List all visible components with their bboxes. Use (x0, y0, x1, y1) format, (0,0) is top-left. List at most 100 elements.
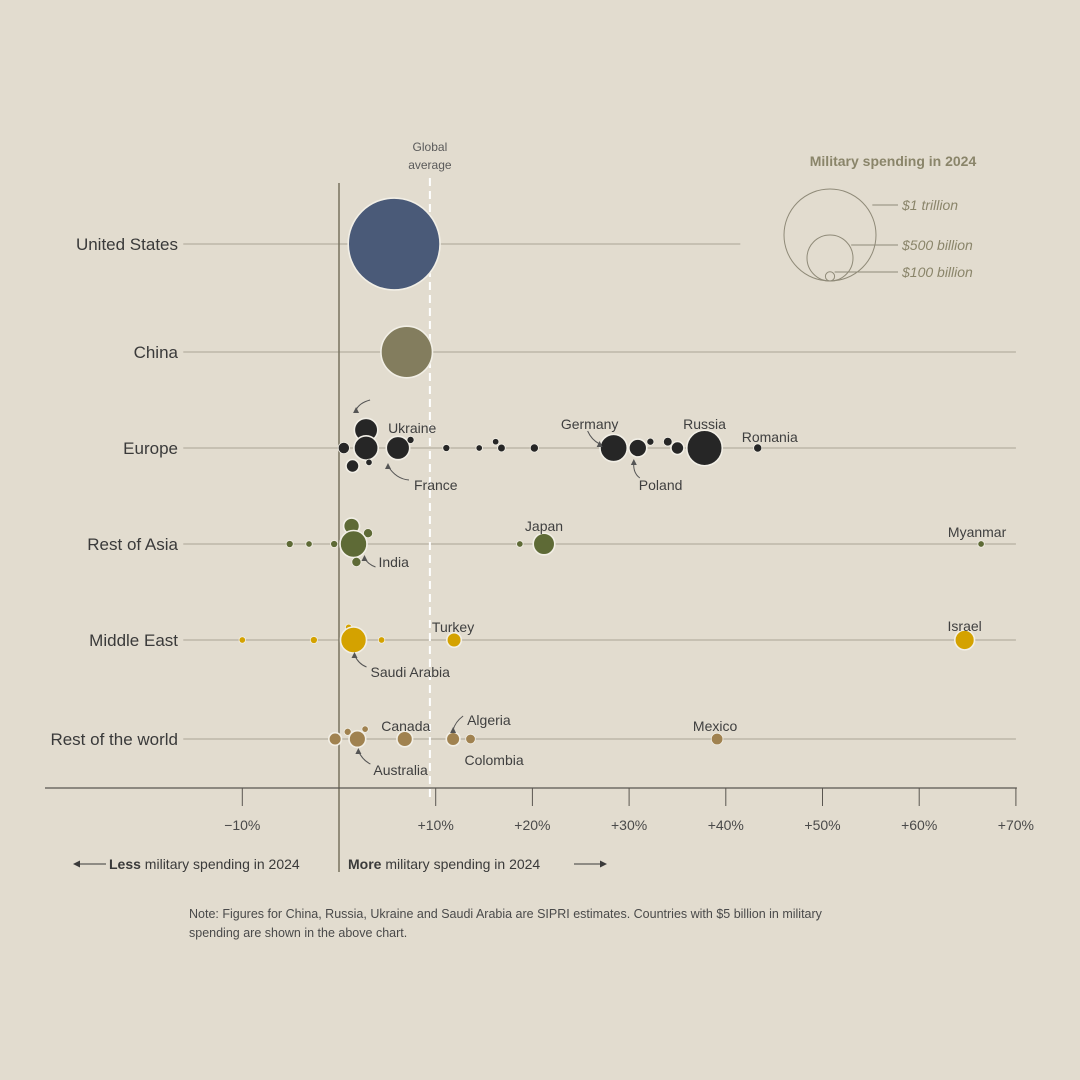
x-tick-label: +70% (998, 817, 1034, 833)
x-tick-label: +10% (418, 817, 454, 833)
data-bubble (475, 444, 483, 452)
data-bubble (238, 636, 246, 644)
data-bubble (953, 629, 976, 651)
data-bubble (377, 636, 386, 644)
data-bubble (465, 733, 476, 745)
global-average-label: Global (413, 140, 448, 154)
legend-title: Military spending in 2024 (810, 153, 977, 169)
data-bubble (497, 443, 506, 453)
data-bubble (628, 438, 648, 458)
country-label: Poland (639, 477, 683, 493)
data-bubble (663, 436, 673, 447)
legend-label: $100 billion (901, 264, 973, 280)
data-bubble (599, 433, 629, 463)
data-bubble (351, 557, 362, 568)
data-bubble (442, 444, 451, 452)
legend-circle (824, 271, 836, 282)
data-bubble (337, 441, 350, 455)
country-label: Romania (742, 429, 798, 445)
country-label: France (414, 477, 458, 493)
data-bubble (685, 429, 724, 467)
country-label: Saudi Arabia (371, 664, 451, 680)
data-bubble (285, 540, 294, 548)
country-label: Germany (561, 416, 619, 432)
x-tick-label: −10% (224, 817, 260, 833)
data-bubble (339, 626, 368, 654)
country-label: Algeria (467, 712, 511, 728)
data-bubble (529, 443, 539, 453)
country-label: Russia (683, 416, 726, 432)
data-bubble (977, 540, 985, 548)
data-bubble (670, 440, 685, 456)
label-arrowhead (361, 555, 368, 561)
global-average-label: average (408, 158, 452, 172)
data-bubble (396, 730, 414, 748)
country-label: Japan (525, 518, 563, 534)
country-label: Colombia (465, 752, 524, 768)
more-spending-label: More military spending in 2024 (348, 856, 540, 872)
x-tick-label: +50% (804, 817, 840, 833)
country-label: Israel (948, 618, 982, 634)
data-bubble (305, 540, 313, 548)
data-bubble (330, 540, 339, 548)
country-label: Canada (381, 718, 430, 734)
region-label: Rest of the world (50, 730, 178, 749)
label-arrow (452, 715, 464, 731)
data-bubble (646, 437, 655, 446)
label-arrow (587, 430, 600, 445)
legend-label: $1 trillion (901, 197, 958, 213)
data-bubble (345, 458, 360, 474)
region-label: Middle East (89, 631, 178, 650)
label-arrowhead (351, 652, 358, 658)
data-bubble (445, 631, 463, 649)
label-arrow (355, 399, 371, 411)
data-bubble (353, 435, 380, 461)
data-bubble (710, 732, 724, 746)
data-bubble (348, 729, 367, 749)
country-label: Myanmar (948, 524, 1007, 540)
x-tick-label: +30% (611, 817, 647, 833)
data-bubble (406, 435, 415, 444)
less-arrowhead (73, 860, 80, 868)
country-label: Turkey (432, 619, 474, 635)
data-bubble (516, 540, 524, 548)
data-bubble (445, 731, 461, 747)
country-label: Australia (373, 762, 428, 778)
region-label: China (134, 343, 179, 362)
country-label: Mexico (693, 718, 738, 734)
data-bubble (363, 528, 374, 539)
data-bubble (327, 731, 343, 747)
data-bubble (339, 529, 368, 559)
data-bubble (380, 325, 434, 379)
data-bubble (753, 443, 763, 453)
label-arrow (387, 465, 410, 481)
region-label: United States (76, 235, 178, 254)
label-arrowhead (450, 727, 457, 733)
label-arrowhead (384, 463, 391, 469)
data-bubble (343, 727, 352, 736)
region-label: Rest of Asia (87, 535, 178, 554)
label-arrowhead (355, 748, 362, 754)
label-arrowhead (596, 441, 603, 447)
region-label: Europe (123, 439, 178, 458)
more-arrowhead (600, 860, 607, 868)
data-bubble (492, 438, 500, 446)
label-arrowhead (630, 459, 637, 465)
x-tick-label: +20% (514, 817, 550, 833)
data-bubble (365, 458, 373, 467)
country-label: India (379, 554, 410, 570)
label-arrowhead (353, 407, 360, 413)
country-label: Ukraine (388, 420, 436, 436)
data-bubble (385, 435, 411, 461)
data-bubble (532, 532, 556, 556)
x-tick-label: +60% (901, 817, 937, 833)
chart-note: Note: Figures for China, Russia, Ukraine… (189, 907, 822, 940)
data-bubble (309, 636, 318, 644)
data-bubble (347, 197, 441, 291)
less-spending-label: Less military spending in 2024 (109, 856, 300, 872)
legend-label: $500 billion (901, 237, 973, 253)
x-tick-label: +40% (708, 817, 744, 833)
legend-circle (806, 234, 854, 282)
